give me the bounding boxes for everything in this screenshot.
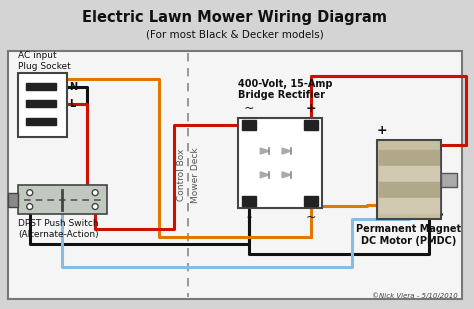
Bar [26, 118, 55, 125]
Text: Control Box: Control Box [177, 149, 186, 201]
Bar [379, 198, 439, 213]
Bar [441, 173, 457, 187]
Bar [377, 140, 441, 219]
Text: L: L [69, 99, 76, 109]
Text: ~: ~ [244, 102, 254, 115]
Bar [26, 83, 55, 90]
Polygon shape [260, 172, 269, 178]
Bar [8, 193, 18, 206]
Bar [0, 1, 470, 51]
Text: Permanent Magnet
DC Motor (PMDC): Permanent Magnet DC Motor (PMDC) [356, 224, 462, 246]
Bar [379, 150, 439, 165]
Circle shape [27, 204, 33, 210]
Text: ©Nick Viera - 5/10/2010: ©Nick Viera - 5/10/2010 [373, 292, 458, 299]
Text: +: + [306, 102, 317, 115]
Polygon shape [260, 148, 269, 154]
Bar [242, 196, 256, 205]
Text: Electric Lawn Mower Wiring Diagram: Electric Lawn Mower Wiring Diagram [82, 10, 387, 25]
Text: DPST Push Switch
(Alternate-Action): DPST Push Switch (Alternate-Action) [18, 219, 99, 239]
Circle shape [92, 190, 98, 196]
Text: 400-Volt, 15-Amp
Bridge Rectifier: 400-Volt, 15-Amp Bridge Rectifier [238, 79, 332, 100]
Bar [304, 120, 318, 130]
Bar [304, 196, 318, 205]
Text: (For most Black & Decker models): (For most Black & Decker models) [146, 29, 324, 39]
Text: N: N [69, 82, 78, 91]
Text: ~: ~ [306, 210, 317, 223]
Text: +: + [376, 124, 387, 137]
Polygon shape [282, 172, 291, 178]
Bar [379, 182, 439, 197]
Bar [238, 118, 322, 208]
Bar [26, 100, 55, 108]
Bar [242, 120, 256, 130]
Bar [8, 51, 462, 299]
Bar [379, 166, 439, 181]
Circle shape [27, 190, 33, 196]
Text: AC input
Plug Socket: AC input Plug Socket [18, 51, 71, 71]
Bar [18, 73, 67, 137]
Text: -: - [246, 210, 251, 223]
Circle shape [92, 204, 98, 210]
Text: Mower Deck: Mower Deck [191, 147, 200, 203]
Polygon shape [282, 148, 291, 154]
Bar [18, 185, 107, 214]
